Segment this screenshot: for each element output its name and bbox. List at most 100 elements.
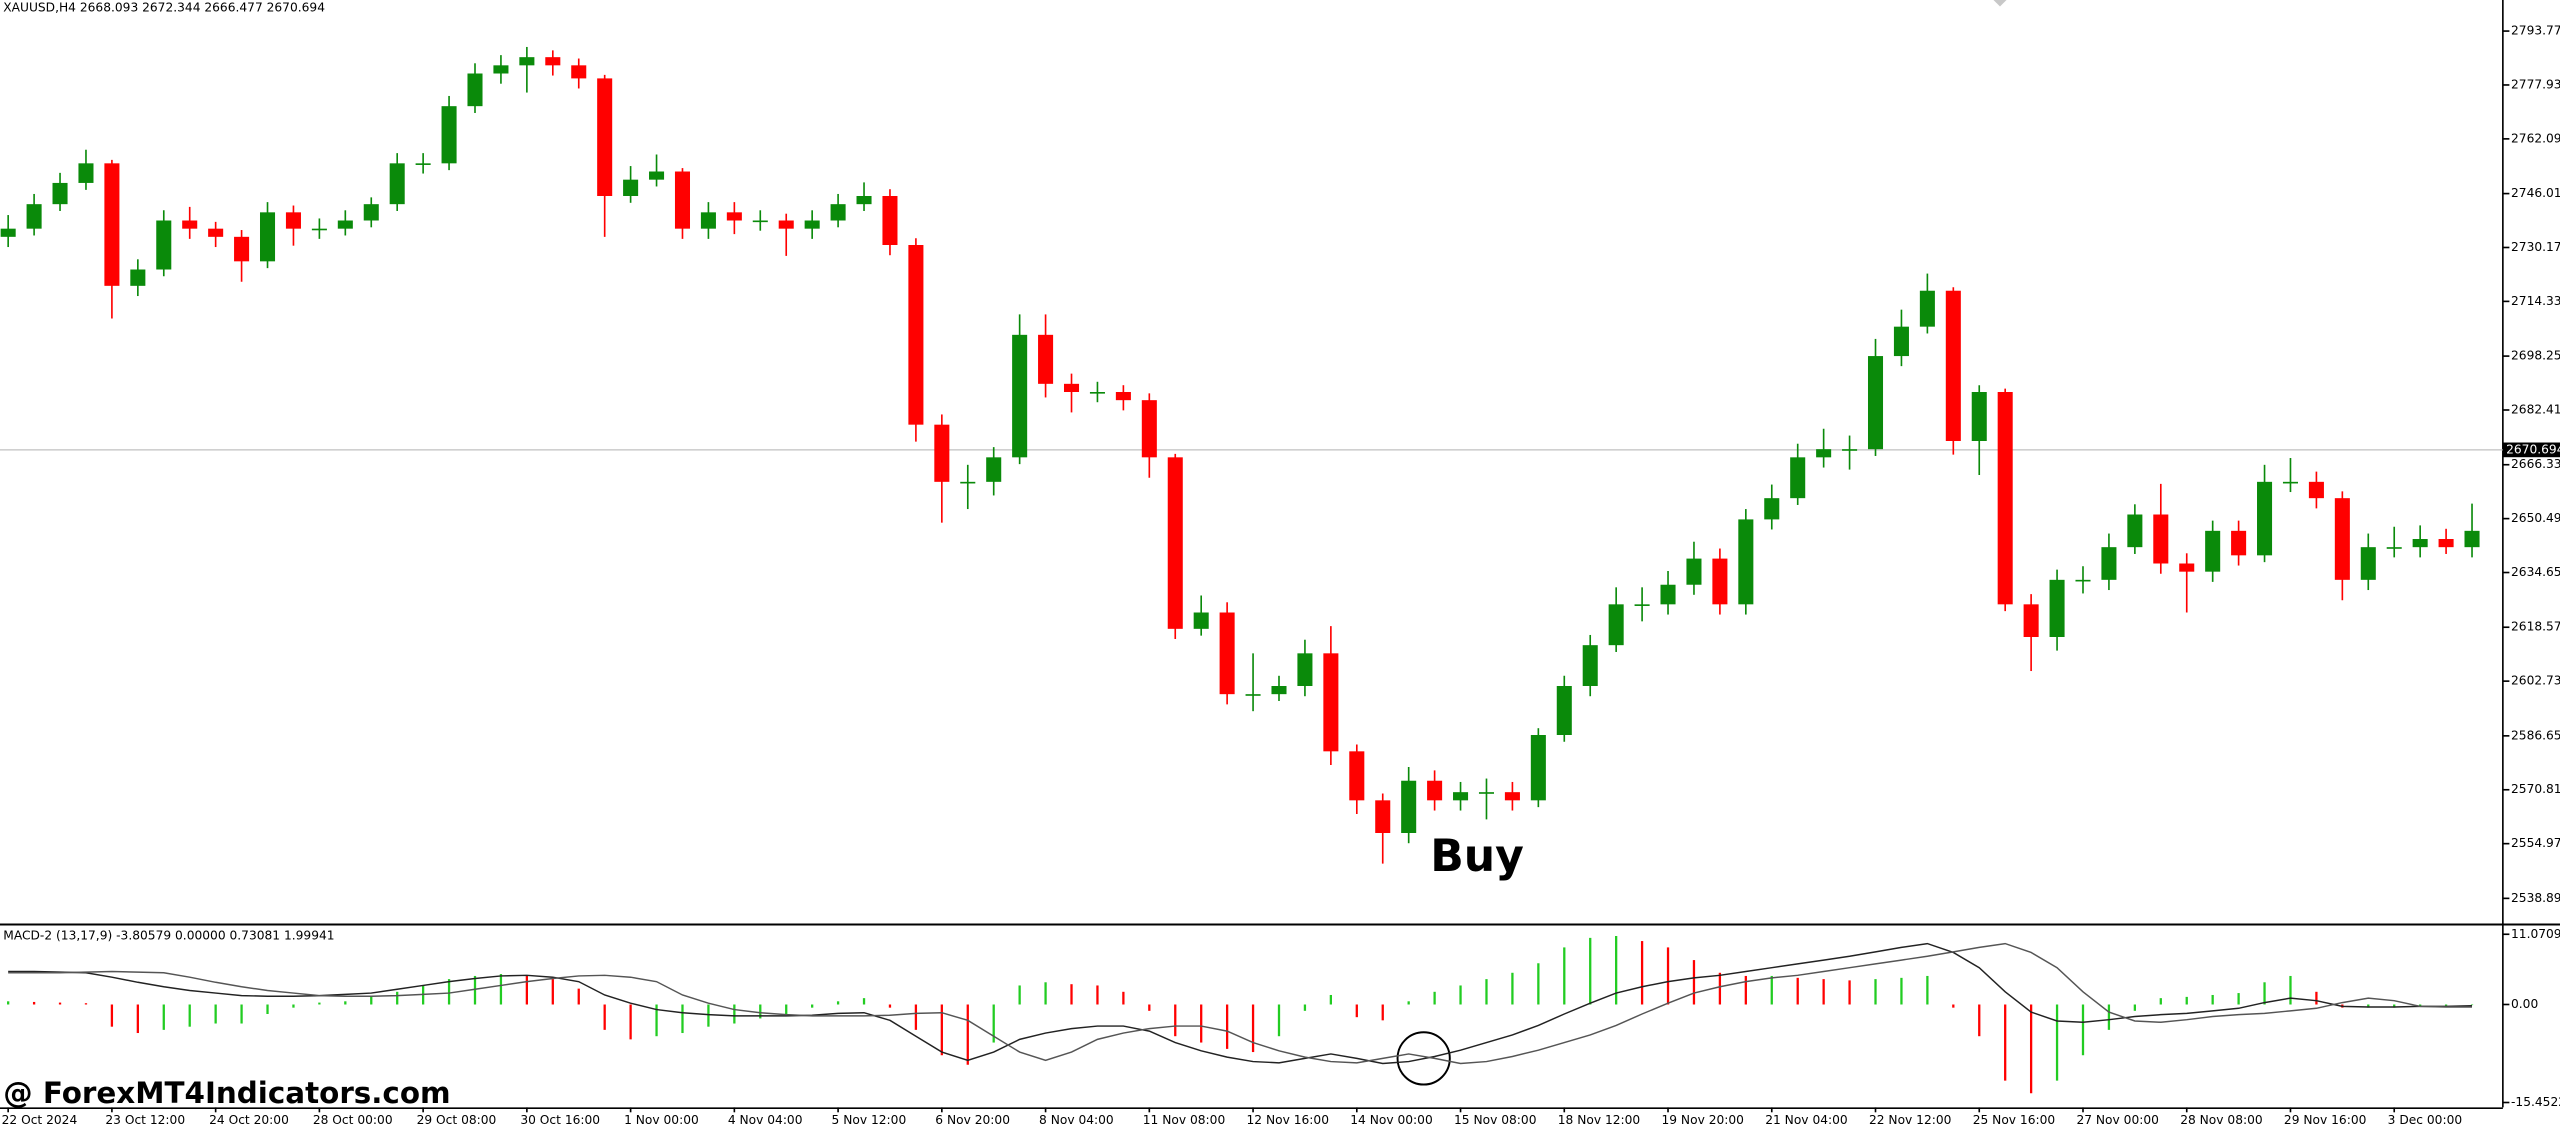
indicator-line: [8, 942, 2473, 1065]
x-tick-label: 18 Nov 12:00: [1558, 1113, 1640, 1127]
candle-body: [2179, 563, 2195, 572]
x-tick-label: 1 Nov 00:00: [624, 1113, 699, 1127]
y-tick-label: 2762.090: [2511, 131, 2560, 145]
candle-body: [2386, 547, 2402, 549]
candle-body: [2049, 579, 2065, 637]
x-tick-label: 6 Nov 20:00: [935, 1113, 1010, 1127]
y-tick-label: 2586.650: [2511, 728, 2560, 742]
candle-body: [2205, 530, 2221, 572]
x-tick-label: 22 Nov 12:00: [1869, 1113, 1951, 1127]
x-tick-label: 21 Nov 04:00: [1765, 1113, 1847, 1127]
candle-body: [2412, 539, 2428, 548]
x-tick-label: 4 Nov 04:00: [728, 1113, 803, 1127]
candle-body: [752, 220, 768, 223]
candle-body: [2334, 498, 2350, 580]
candle-body: [1893, 326, 1909, 357]
candle-body: [1219, 612, 1235, 695]
y-tick-label: 2730.170: [2511, 240, 2560, 254]
x-tick-label: 5 Nov 12:00: [832, 1113, 907, 1127]
candle-body: [208, 228, 224, 237]
candle-body: [1686, 558, 1702, 585]
candle-body: [1089, 392, 1105, 394]
candle-body: [830, 204, 846, 221]
last-price-box: [2502, 442, 2560, 458]
y-tick-label: 2602.730: [2511, 674, 2560, 688]
candle-body: [1842, 449, 1858, 451]
candle-body: [441, 106, 457, 164]
y-tick-label: 2538.890: [2511, 891, 2560, 905]
candle-body: [1764, 498, 1780, 520]
x-tick-label: 22 Oct 2024: [2, 1113, 78, 1127]
candle-body: [1582, 645, 1598, 686]
candle-body: [908, 245, 924, 425]
x-tick-label: 8 Nov 04:00: [1039, 1113, 1114, 1127]
candle-body: [1608, 604, 1624, 646]
candle-body: [1427, 780, 1443, 801]
y-tick-label: 2698.250: [2511, 349, 2560, 363]
y-tick-label: 2570.810: [2511, 782, 2560, 796]
candle-body: [960, 481, 976, 484]
candle-body: [571, 65, 587, 79]
candle-body: [1115, 392, 1131, 401]
candle-body: [2360, 547, 2376, 580]
candle-body: [0, 228, 16, 237]
candle-body: [1556, 686, 1572, 735]
candle-body: [1660, 584, 1676, 605]
candle-body: [700, 212, 716, 229]
candle-body: [1530, 735, 1546, 801]
candle-body: [1738, 519, 1754, 605]
y-tick-label: 2793.770: [2511, 24, 2560, 38]
candle-body: [1919, 290, 1935, 327]
candle-body: [623, 179, 639, 196]
candle-body: [1504, 792, 1520, 801]
candle-body: [1063, 383, 1080, 392]
candle-body: [493, 65, 509, 74]
x-tick-label: 12 Nov 16:00: [1247, 1113, 1329, 1127]
candle-body: [389, 163, 405, 205]
candle-body: [1167, 457, 1183, 629]
annotation: Buy: [1430, 831, 1524, 882]
candle-body: [234, 236, 250, 262]
candle-body: [2282, 481, 2298, 484]
candle-body: [1478, 792, 1495, 794]
candle-body: [2438, 539, 2454, 548]
candle-body: [1453, 792, 1469, 801]
candle-body: [674, 171, 691, 229]
y-tick-label: 2714.330: [2511, 294, 2560, 308]
candle-body: [856, 196, 872, 205]
signal-circle: [1396, 1031, 1451, 1086]
candle-body: [2153, 514, 2169, 564]
candle-body: [519, 57, 535, 66]
candle-body: [156, 220, 172, 270]
candle-body: [26, 204, 42, 229]
candle-body: [285, 212, 301, 229]
candle-body: [934, 424, 950, 482]
candle-body: [104, 163, 120, 286]
indicator-y-tick-label: -15.45221: [2511, 1095, 2560, 1109]
x-tick-label: 28 Nov 08:00: [2180, 1113, 2262, 1127]
candle-body: [259, 212, 276, 262]
candle-body: [1867, 356, 1884, 450]
candle-body: [1997, 392, 2013, 605]
candle-body: [337, 220, 353, 229]
y-tick-label: 2666.330: [2511, 457, 2560, 471]
scroll-marker: [1993, 0, 2007, 7]
x-tick-label: 11 Nov 08:00: [1143, 1113, 1225, 1127]
candle-body: [52, 182, 68, 205]
y-tick-label: 2682.410: [2511, 402, 2560, 416]
candle-body: [1245, 694, 1261, 696]
candle-body: [2308, 481, 2324, 499]
candle-body: [78, 163, 94, 183]
candle-body: [311, 228, 327, 231]
x-tick-label: 24 Oct 20:00: [209, 1113, 289, 1127]
candle-body: [182, 220, 198, 229]
candle-body: [363, 204, 379, 221]
y-tick-label: 2634.650: [2511, 565, 2560, 579]
y-tick-label: 2777.930: [2511, 77, 2560, 91]
x-tick-label: 3 Dec 00:00: [2388, 1113, 2462, 1127]
candle-body: [1401, 780, 1417, 833]
x-tick-label: 15 Nov 08:00: [1454, 1113, 1536, 1127]
candle-body: [778, 220, 794, 229]
candle-body: [2075, 579, 2091, 582]
